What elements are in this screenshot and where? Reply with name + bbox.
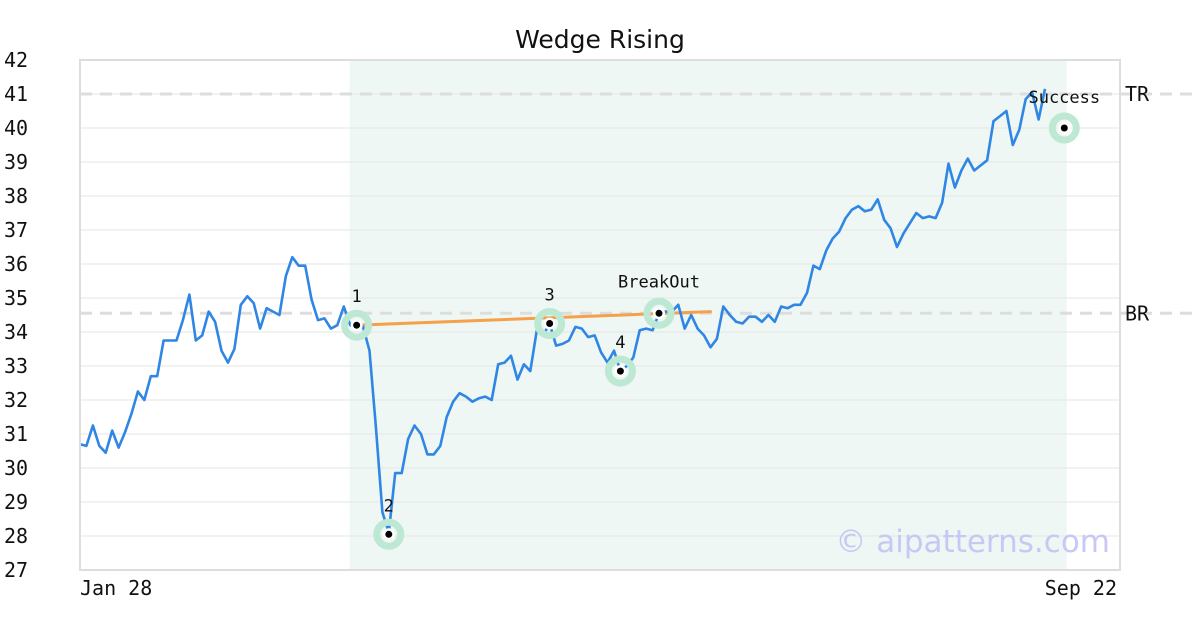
y-tick-label: 35	[4, 286, 28, 310]
y-tick-label: 29	[4, 490, 28, 514]
pivot-halo	[341, 309, 373, 341]
pivot-marker-dot	[385, 530, 393, 538]
pivot-halo	[643, 297, 675, 329]
y-tick-label: 41	[4, 82, 28, 106]
pivot-label: Success	[1028, 88, 1100, 108]
pattern-window	[349, 60, 1067, 570]
y-tick-label: 31	[4, 422, 28, 446]
pivot-halo	[604, 355, 636, 387]
pivot-halo	[373, 518, 405, 550]
y-tick-label: 27	[4, 558, 28, 582]
pivot-label: 2	[384, 496, 394, 516]
pivot-marker-dot	[655, 309, 663, 317]
trend-line	[355, 310, 712, 327]
y-tick-label: 36	[4, 252, 28, 276]
pivot-marker-dot	[353, 321, 361, 329]
pivot-label: 4	[615, 333, 625, 353]
y-tick-label: 33	[4, 354, 28, 378]
series-layer	[79, 88, 1047, 534]
chart-title: Wedge Rising	[515, 25, 685, 54]
pivot-halo-layer	[341, 112, 1080, 550]
reference-label-tr: TR	[1125, 82, 1150, 106]
pivot-label-layer: 1 2 3 4 BreakOut Success	[352, 88, 1101, 516]
x-tick-label-end: Sep 22	[1045, 576, 1117, 600]
pivot-marker-dot	[616, 367, 624, 375]
pattern-window-layer	[349, 60, 1067, 570]
y-tick-label: 28	[4, 524, 28, 548]
plot-border	[79, 59, 1121, 571]
pivot-label: 1	[352, 287, 362, 307]
y-tick-label: 39	[4, 150, 28, 174]
y-tick-label: 37	[4, 218, 28, 242]
pivot-halo	[1048, 112, 1080, 144]
reference-label-br: BR	[1125, 301, 1150, 325]
y-tick-label: 42	[4, 48, 28, 72]
y-tick-label: 32	[4, 388, 28, 412]
pivot-halo	[534, 308, 566, 339]
trend-line-layer	[355, 310, 712, 327]
y-tick-label: 40	[4, 116, 28, 140]
pivot-label: 3	[545, 286, 555, 306]
pivot-marker-layer	[350, 122, 1071, 541]
x-tick-label-start: Jan 28	[80, 576, 152, 600]
pivot-label: BreakOut	[618, 272, 700, 292]
price-series-line	[79, 88, 1047, 534]
pivot-marker-dot	[546, 320, 554, 327]
y-tick-label: 34	[4, 320, 28, 344]
watermark: © aipatterns.com	[835, 524, 1110, 560]
y-tick-label: 30	[4, 456, 28, 480]
y-tick-label: 38	[4, 184, 28, 208]
grid-layer	[80, 59, 1120, 571]
pivot-marker-dot	[1060, 124, 1068, 132]
